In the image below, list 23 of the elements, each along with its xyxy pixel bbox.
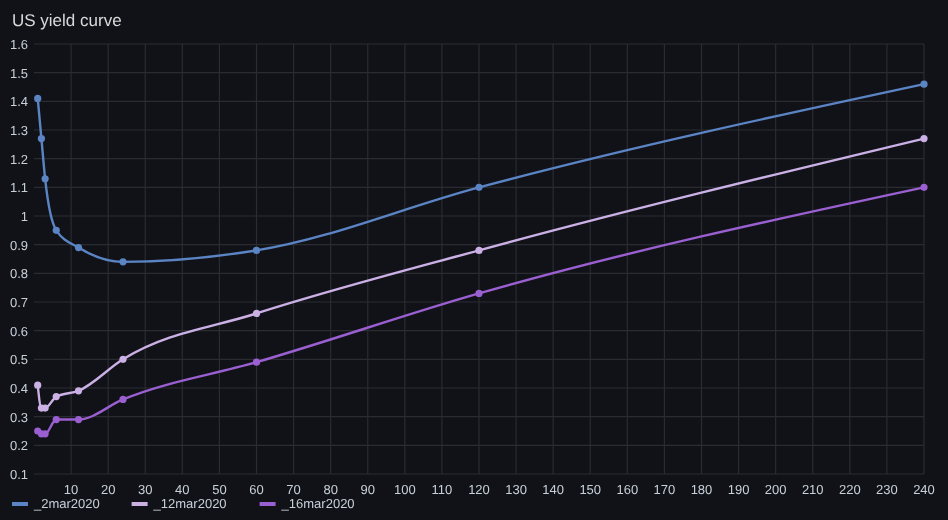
point bbox=[252, 358, 261, 366]
point bbox=[475, 289, 483, 297]
point bbox=[52, 415, 60, 424]
point bbox=[475, 246, 483, 254]
point bbox=[34, 381, 42, 389]
point bbox=[920, 183, 928, 191]
point bbox=[52, 226, 60, 234]
point bbox=[119, 355, 127, 363]
point bbox=[119, 258, 127, 266]
point bbox=[119, 395, 127, 404]
point bbox=[34, 94, 42, 103]
point bbox=[74, 387, 83, 395]
point bbox=[252, 246, 261, 254]
point bbox=[37, 135, 46, 143]
point bbox=[475, 183, 483, 191]
point bbox=[41, 175, 49, 183]
chart-title: US yield curve bbox=[12, 10, 123, 30]
point bbox=[252, 309, 261, 318]
point bbox=[52, 393, 60, 401]
point bbox=[920, 135, 928, 143]
point bbox=[74, 243, 83, 252]
point bbox=[920, 80, 928, 88]
point bbox=[74, 415, 83, 424]
